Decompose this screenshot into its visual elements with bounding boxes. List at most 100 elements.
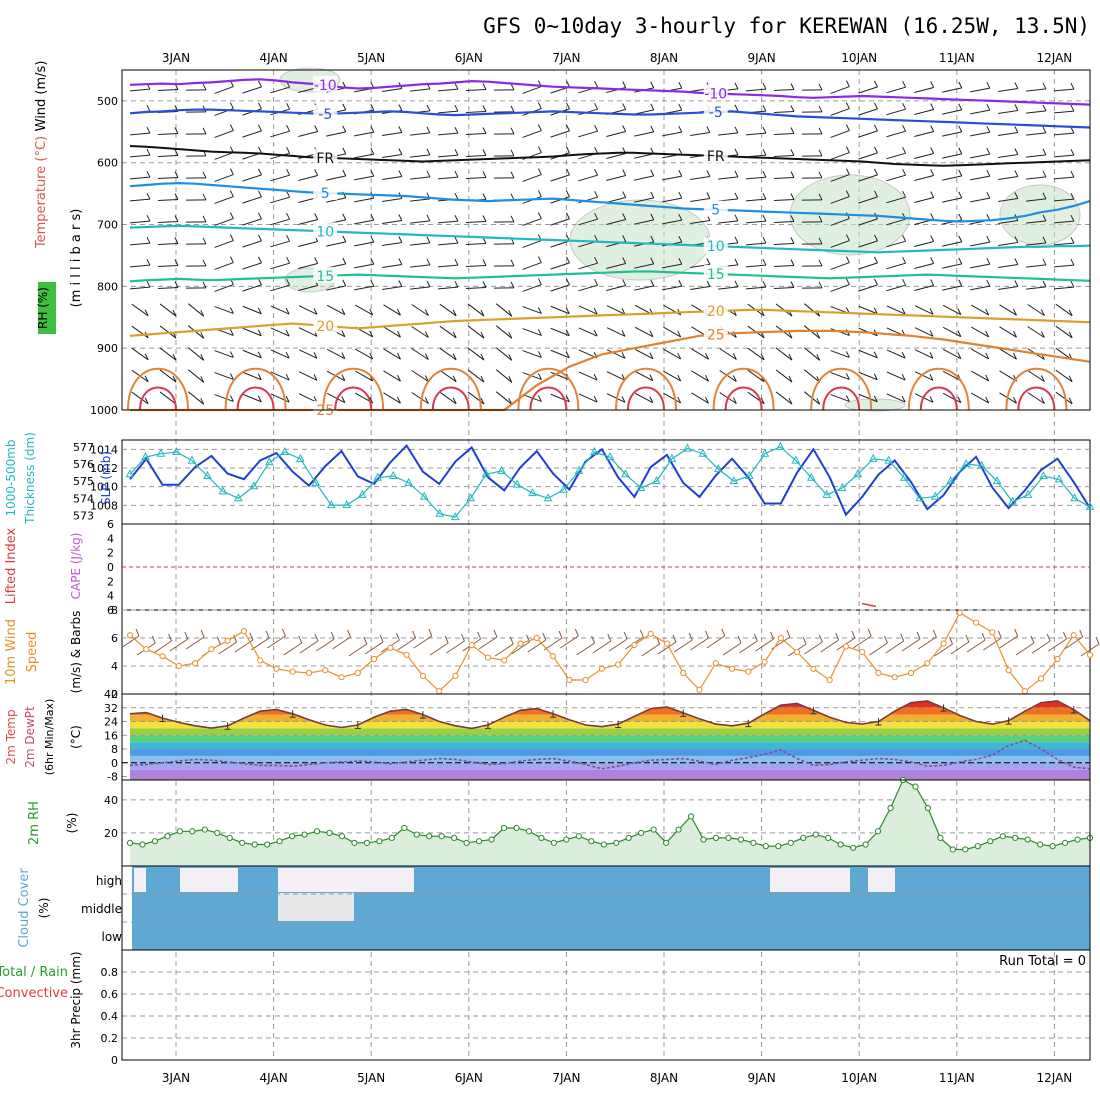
isotherm-label: 10 (707, 239, 725, 255)
wind-barb-flag (343, 258, 346, 264)
pressure-tick-label: 800 (97, 280, 118, 293)
wind-barb-flag (511, 194, 514, 200)
wind-barb (188, 304, 204, 317)
wind-barb-flag (735, 127, 738, 133)
wind-barb-flag (679, 280, 682, 286)
warm-cell-contour (616, 369, 676, 410)
hot-cell-contour (238, 388, 274, 411)
rh-marker (988, 839, 993, 844)
wind-barb (523, 87, 542, 94)
wind-barb-flag (371, 280, 374, 286)
rh-marker (240, 840, 245, 845)
wind-barb-flag (567, 169, 570, 175)
isotherm-label: FR (707, 149, 725, 165)
rh-marker (888, 806, 893, 811)
surface-wind-barb-flag (559, 631, 562, 638)
wind-barb (496, 392, 512, 405)
pressure-tick-label: 1000 (90, 404, 118, 417)
wind-speed-marker (583, 677, 588, 682)
wind-barb (215, 153, 234, 160)
wind-barb (746, 199, 766, 201)
wind-barb-flag (147, 105, 150, 111)
wind-barb (914, 264, 933, 269)
wind-barb (496, 304, 512, 317)
wind-speed-marker (127, 633, 132, 638)
wind-barb (998, 111, 1018, 114)
upper-label-temperature: Temperature (°C) (34, 136, 49, 249)
wind-barb (242, 197, 261, 203)
precip-tick-label: 0 (111, 1054, 118, 1067)
wind-barb-flag (903, 147, 906, 153)
wind-barb (662, 176, 682, 180)
upper-label-millibars: (m i l l i b a r s) (69, 209, 84, 308)
wind-tick-label: 8 (111, 604, 118, 617)
run-total-label: Run Total = 0 (999, 954, 1086, 969)
wind-barb (410, 287, 430, 289)
wind-barb-flag (875, 81, 878, 87)
surface-wind-barb-flag (380, 635, 383, 642)
wind-speed-marker (502, 658, 507, 663)
wind-barb-flag (846, 125, 849, 131)
wind-barb-flag (230, 125, 233, 131)
wind-barb (578, 131, 597, 137)
surface-wind-barb-flag (884, 636, 887, 643)
wind-barb (188, 392, 204, 405)
rh-marker (975, 844, 980, 849)
wind-barb-flag (763, 193, 766, 199)
wind-barb-flag (427, 127, 430, 133)
wind-barb-flag (846, 81, 849, 87)
surface-wind-barb-flag (852, 631, 855, 638)
wind-barb-flag (735, 193, 738, 199)
wind-barb-flag (846, 147, 849, 153)
wind-barb-flag (399, 149, 402, 155)
wind-barb-flag (959, 192, 962, 198)
wind-barb-flag (567, 125, 570, 131)
wind-barb-flag (1043, 83, 1046, 89)
wind-barb (130, 133, 150, 135)
upper-label-wind: Wind (m/s) (34, 61, 49, 132)
wind-speed-marker (420, 673, 425, 678)
wind-barb (242, 285, 261, 291)
wind-barb-flag (230, 103, 233, 109)
wind-barb-flag (455, 237, 458, 243)
wind-barb-flag (483, 106, 486, 112)
wind-barb (382, 177, 402, 180)
wind-barb (804, 370, 820, 383)
thickness-tick-label: 576 (73, 458, 94, 471)
wind-barb (158, 178, 178, 179)
thickness-marker (777, 443, 784, 450)
wind-barb-flag (735, 215, 738, 221)
slp-label-thickness: Thickness (dm) (23, 432, 37, 525)
wind-barb (914, 132, 933, 137)
wind-speed-marker (534, 635, 539, 640)
pressure-tick-label: 900 (97, 342, 118, 355)
wind-barb (242, 87, 261, 93)
temp-label-temp: 2m Temp (4, 709, 18, 764)
wind-barb (1026, 89, 1046, 91)
wind-barb (438, 221, 458, 223)
wind-speed-marker (209, 647, 214, 652)
cape-label-lifted: Lifted Index (4, 527, 19, 604)
wind-barb (690, 287, 710, 290)
isotherm-label: 20 (316, 319, 334, 335)
rh-marker (913, 784, 918, 789)
surface-wind-barb-flag (998, 631, 1001, 638)
surface-wind-barb (951, 642, 969, 654)
wind-barb-flag (791, 128, 794, 134)
wind-barb-flag (735, 171, 738, 177)
date-label-top: 6JAN (455, 51, 483, 65)
wind-barb-flag (735, 105, 738, 111)
date-label-bottom: 4JAN (260, 1071, 288, 1085)
wind-barb-flag (903, 235, 906, 241)
surface-wind-barb (902, 639, 920, 651)
rh-marker (140, 842, 145, 847)
rh-marker (427, 834, 432, 839)
upper-label-rh: RH (%) (36, 287, 50, 329)
wind-barb-flag (371, 126, 374, 132)
wind-barb (718, 177, 738, 179)
wind-barb (914, 176, 933, 181)
wind-barb (298, 242, 317, 247)
wind-speed-marker (241, 628, 246, 633)
rh-marker (763, 844, 768, 849)
surface-wind-barb-flag (705, 631, 708, 638)
